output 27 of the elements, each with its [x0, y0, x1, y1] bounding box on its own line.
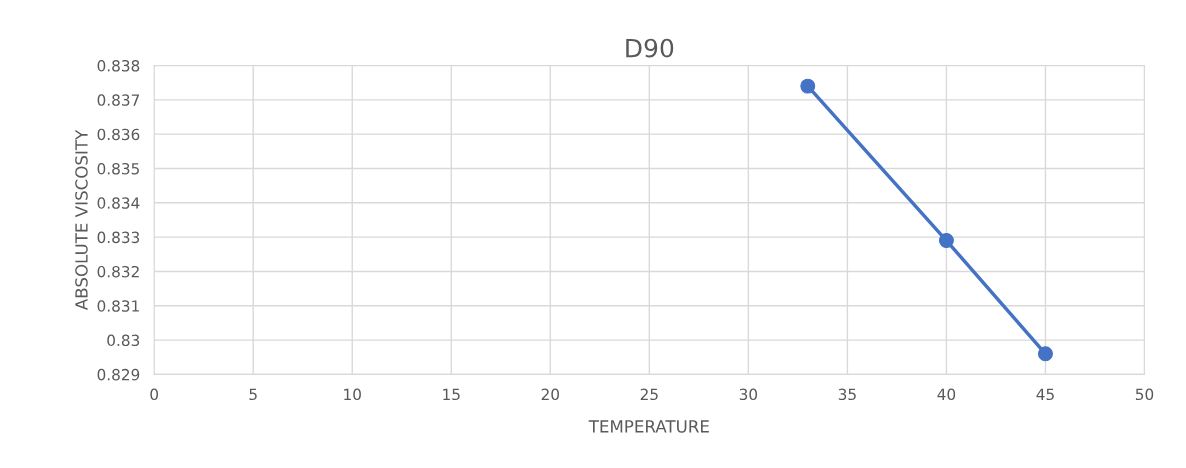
x-tick-label: 30	[739, 388, 758, 401]
point	[938, 233, 954, 249]
y-tick-label: 0.838	[97, 59, 140, 72]
x-tick-label: 10	[344, 388, 361, 401]
y-tick-label: 0.833	[97, 231, 140, 244]
y-tick-label: 0.835	[97, 162, 139, 175]
x-tick-label: 40	[937, 388, 956, 401]
x-axis-title: TEMPERATURE	[588, 420, 709, 433]
x-tick-label: 15	[443, 388, 460, 401]
x-tick-label: 20	[541, 388, 560, 401]
y-tick-label: 0.837	[97, 94, 139, 106]
y-tick-label: 0.829	[97, 368, 140, 381]
x-tick-label: 35	[838, 388, 856, 401]
point	[800, 78, 816, 94]
y-axis-title: ABSOLUTE VISCOSITY	[75, 129, 88, 311]
chart-title: D90	[626, 38, 674, 58]
point	[1037, 346, 1053, 362]
y-tick-label: 0.836	[97, 128, 140, 141]
x-tick-label: 5	[249, 388, 257, 401]
x-tick-label: 0	[150, 388, 159, 401]
y-tick-label: 0.831	[97, 300, 139, 312]
y-tick-label: 0.83	[107, 334, 140, 347]
y-tick-label: 0.834	[97, 197, 140, 209]
x-tick-label: 50	[1135, 388, 1154, 401]
x-tick-label: 45	[1036, 388, 1054, 401]
y-tick-label: 0.832	[97, 265, 139, 278]
x-tick-label: 25	[640, 388, 658, 401]
